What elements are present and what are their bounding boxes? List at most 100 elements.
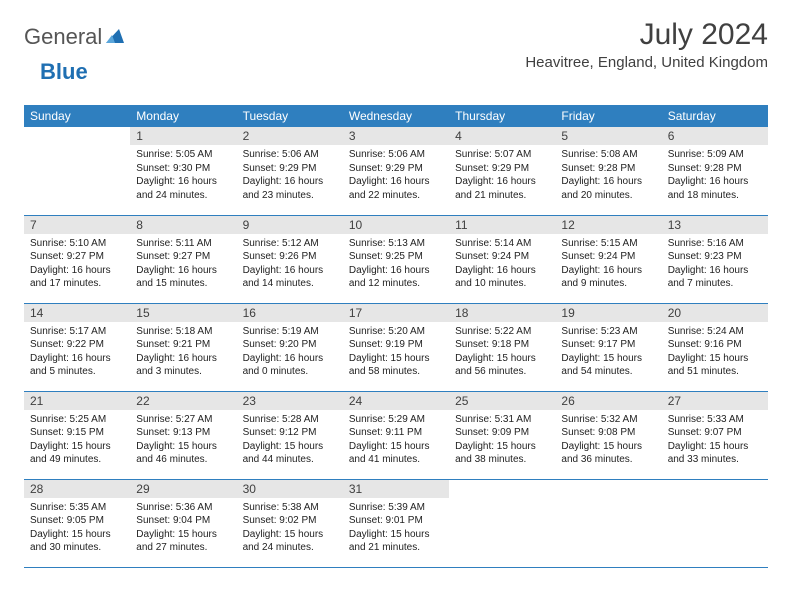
day-number: 18 (449, 304, 555, 322)
day-detail: Sunrise: 5:31 AMSunset: 9:09 PMDaylight:… (449, 410, 555, 471)
day-number: 6 (662, 127, 768, 145)
day-detail: Sunrise: 5:17 AMSunset: 9:22 PMDaylight:… (24, 322, 130, 383)
brand-triangle-icon (106, 27, 124, 48)
calendar-day-cell: 9Sunrise: 5:12 AMSunset: 9:26 PMDaylight… (237, 215, 343, 303)
calendar-day-cell: 6Sunrise: 5:09 AMSunset: 9:28 PMDaylight… (662, 127, 768, 215)
calendar-day-cell (449, 479, 555, 567)
day-detail: Sunrise: 5:32 AMSunset: 9:08 PMDaylight:… (555, 410, 661, 471)
weekday-header: Friday (555, 105, 661, 127)
calendar-week-row: 21Sunrise: 5:25 AMSunset: 9:15 PMDayligh… (24, 391, 768, 479)
day-number: 25 (449, 392, 555, 410)
calendar-day-cell: 18Sunrise: 5:22 AMSunset: 9:18 PMDayligh… (449, 303, 555, 391)
day-detail: Sunrise: 5:35 AMSunset: 9:05 PMDaylight:… (24, 498, 130, 559)
day-number: 12 (555, 216, 661, 234)
day-number: 8 (130, 216, 236, 234)
day-detail: Sunrise: 5:36 AMSunset: 9:04 PMDaylight:… (130, 498, 236, 559)
day-detail: Sunrise: 5:10 AMSunset: 9:27 PMDaylight:… (24, 234, 130, 295)
brand-gray: General (24, 24, 102, 50)
calendar-day-cell (555, 479, 661, 567)
calendar-day-cell: 1Sunrise: 5:05 AMSunset: 9:30 PMDaylight… (130, 127, 236, 215)
calendar-day-cell (24, 127, 130, 215)
weekday-header-row: Sunday Monday Tuesday Wednesday Thursday… (24, 105, 768, 127)
brand-blue: Blue (40, 59, 88, 84)
calendar-day-cell: 5Sunrise: 5:08 AMSunset: 9:28 PMDaylight… (555, 127, 661, 215)
day-detail: Sunrise: 5:27 AMSunset: 9:13 PMDaylight:… (130, 410, 236, 471)
day-detail: Sunrise: 5:14 AMSunset: 9:24 PMDaylight:… (449, 234, 555, 295)
calendar-day-cell: 28Sunrise: 5:35 AMSunset: 9:05 PMDayligh… (24, 479, 130, 567)
day-detail: Sunrise: 5:06 AMSunset: 9:29 PMDaylight:… (343, 145, 449, 206)
calendar-day-cell: 3Sunrise: 5:06 AMSunset: 9:29 PMDaylight… (343, 127, 449, 215)
day-number: 7 (24, 216, 130, 234)
day-number: 24 (343, 392, 449, 410)
calendar-week-row: 7Sunrise: 5:10 AMSunset: 9:27 PMDaylight… (24, 215, 768, 303)
day-detail: Sunrise: 5:09 AMSunset: 9:28 PMDaylight:… (662, 145, 768, 206)
calendar-table: Sunday Monday Tuesday Wednesday Thursday… (24, 105, 768, 568)
weekday-header: Thursday (449, 105, 555, 127)
day-detail: Sunrise: 5:07 AMSunset: 9:29 PMDaylight:… (449, 145, 555, 206)
calendar-day-cell: 21Sunrise: 5:25 AMSunset: 9:15 PMDayligh… (24, 391, 130, 479)
day-detail: Sunrise: 5:33 AMSunset: 9:07 PMDaylight:… (662, 410, 768, 471)
day-number: 1 (130, 127, 236, 145)
calendar-day-cell: 31Sunrise: 5:39 AMSunset: 9:01 PMDayligh… (343, 479, 449, 567)
calendar-day-cell: 10Sunrise: 5:13 AMSunset: 9:25 PMDayligh… (343, 215, 449, 303)
calendar-day-cell: 17Sunrise: 5:20 AMSunset: 9:19 PMDayligh… (343, 303, 449, 391)
day-number: 15 (130, 304, 236, 322)
day-detail: Sunrise: 5:38 AMSunset: 9:02 PMDaylight:… (237, 498, 343, 559)
day-detail: Sunrise: 5:18 AMSunset: 9:21 PMDaylight:… (130, 322, 236, 383)
day-number: 21 (24, 392, 130, 410)
day-number: 19 (555, 304, 661, 322)
day-number: 2 (237, 127, 343, 145)
day-number: 11 (449, 216, 555, 234)
day-number: 13 (662, 216, 768, 234)
calendar-day-cell: 25Sunrise: 5:31 AMSunset: 9:09 PMDayligh… (449, 391, 555, 479)
day-number: 16 (237, 304, 343, 322)
day-number: 17 (343, 304, 449, 322)
calendar-day-cell: 16Sunrise: 5:19 AMSunset: 9:20 PMDayligh… (237, 303, 343, 391)
day-number: 20 (662, 304, 768, 322)
calendar-day-cell: 26Sunrise: 5:32 AMSunset: 9:08 PMDayligh… (555, 391, 661, 479)
brand-logo: General (24, 18, 126, 50)
day-number: 4 (449, 127, 555, 145)
day-detail: Sunrise: 5:19 AMSunset: 9:20 PMDaylight:… (237, 322, 343, 383)
day-number: 5 (555, 127, 661, 145)
day-number: 26 (555, 392, 661, 410)
day-number: 23 (237, 392, 343, 410)
calendar-day-cell: 20Sunrise: 5:24 AMSunset: 9:16 PMDayligh… (662, 303, 768, 391)
calendar-day-cell: 11Sunrise: 5:14 AMSunset: 9:24 PMDayligh… (449, 215, 555, 303)
day-detail: Sunrise: 5:12 AMSunset: 9:26 PMDaylight:… (237, 234, 343, 295)
month-title: July 2024 (525, 18, 768, 52)
calendar-day-cell: 12Sunrise: 5:15 AMSunset: 9:24 PMDayligh… (555, 215, 661, 303)
day-number: 31 (343, 480, 449, 498)
calendar-day-cell: 14Sunrise: 5:17 AMSunset: 9:22 PMDayligh… (24, 303, 130, 391)
weekday-header: Saturday (662, 105, 768, 127)
day-number: 14 (24, 304, 130, 322)
calendar-day-cell: 27Sunrise: 5:33 AMSunset: 9:07 PMDayligh… (662, 391, 768, 479)
weekday-header: Monday (130, 105, 236, 127)
calendar-day-cell: 2Sunrise: 5:06 AMSunset: 9:29 PMDaylight… (237, 127, 343, 215)
calendar-week-row: 28Sunrise: 5:35 AMSunset: 9:05 PMDayligh… (24, 479, 768, 567)
day-detail: Sunrise: 5:22 AMSunset: 9:18 PMDaylight:… (449, 322, 555, 383)
day-number: 22 (130, 392, 236, 410)
day-detail: Sunrise: 5:11 AMSunset: 9:27 PMDaylight:… (130, 234, 236, 295)
calendar-day-cell: 13Sunrise: 5:16 AMSunset: 9:23 PMDayligh… (662, 215, 768, 303)
day-detail: Sunrise: 5:16 AMSunset: 9:23 PMDaylight:… (662, 234, 768, 295)
day-detail: Sunrise: 5:20 AMSunset: 9:19 PMDaylight:… (343, 322, 449, 383)
day-detail: Sunrise: 5:13 AMSunset: 9:25 PMDaylight:… (343, 234, 449, 295)
calendar-day-cell: 29Sunrise: 5:36 AMSunset: 9:04 PMDayligh… (130, 479, 236, 567)
day-detail: Sunrise: 5:06 AMSunset: 9:29 PMDaylight:… (237, 145, 343, 206)
day-number: 10 (343, 216, 449, 234)
day-number: 9 (237, 216, 343, 234)
calendar-day-cell: 30Sunrise: 5:38 AMSunset: 9:02 PMDayligh… (237, 479, 343, 567)
day-number: 28 (24, 480, 130, 498)
calendar-week-row: 14Sunrise: 5:17 AMSunset: 9:22 PMDayligh… (24, 303, 768, 391)
day-detail: Sunrise: 5:05 AMSunset: 9:30 PMDaylight:… (130, 145, 236, 206)
calendar-day-cell: 7Sunrise: 5:10 AMSunset: 9:27 PMDaylight… (24, 215, 130, 303)
calendar-day-cell (662, 479, 768, 567)
calendar-day-cell: 23Sunrise: 5:28 AMSunset: 9:12 PMDayligh… (237, 391, 343, 479)
calendar-day-cell: 15Sunrise: 5:18 AMSunset: 9:21 PMDayligh… (130, 303, 236, 391)
day-detail: Sunrise: 5:08 AMSunset: 9:28 PMDaylight:… (555, 145, 661, 206)
day-number: 3 (343, 127, 449, 145)
day-detail: Sunrise: 5:15 AMSunset: 9:24 PMDaylight:… (555, 234, 661, 295)
day-detail: Sunrise: 5:24 AMSunset: 9:16 PMDaylight:… (662, 322, 768, 383)
calendar-day-cell: 4Sunrise: 5:07 AMSunset: 9:29 PMDaylight… (449, 127, 555, 215)
